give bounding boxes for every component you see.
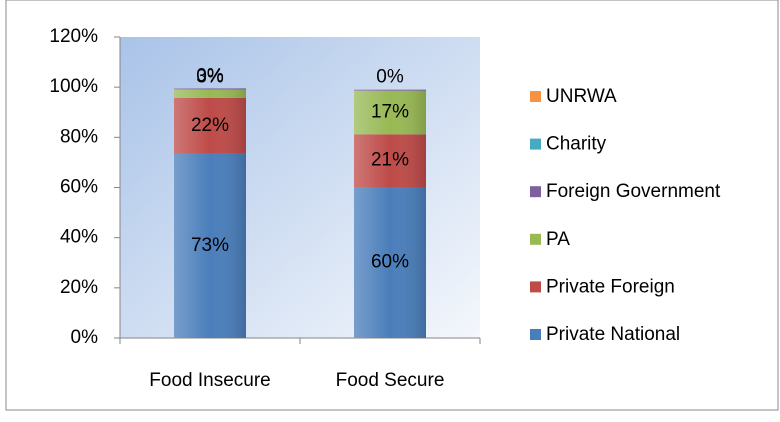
legend-label: Private National [546,324,680,345]
legend-swatch [530,138,541,150]
y-tick-label: 60% [60,177,98,198]
legend-label: Charity [546,134,607,155]
bar-shine [174,97,246,154]
data-label: 0% [376,67,404,88]
legend-swatch [530,186,541,198]
legend-label: PA [546,229,570,250]
data-label: 17% [371,102,409,123]
y-tick-label: 20% [60,277,98,298]
y-tick-label: 40% [60,227,98,248]
data-label: 3% [196,66,224,87]
y-tick-label: 100% [49,76,98,97]
data-label: 73% [191,235,229,256]
y-tick-label: 120% [49,26,98,47]
legend-swatch [530,329,541,340]
data-label: 22% [191,115,229,136]
legend-swatch [530,233,541,245]
y-tick-label: 0% [71,327,99,348]
bar-shine [354,89,426,91]
bar-shine [354,134,426,187]
legend-label: UNRWA [546,86,617,107]
bar-shine [174,89,246,98]
legend-swatch [530,281,541,293]
x-tick-label: Food Secure [336,370,445,391]
legend-label: Foreign Government [546,181,721,202]
bar-shine [174,153,246,338]
legend-label: Private Foreign [546,276,675,297]
legend-swatch [530,91,541,102]
bar-shine [354,186,426,338]
x-tick-label: Food Insecure [149,370,270,391]
bar-shine [174,88,246,90]
data-label: 0% [196,65,224,86]
data-label: 60% [371,252,409,273]
data-label: 21% [371,150,409,171]
bar-shine [354,90,426,135]
y-tick-label: 80% [60,126,98,147]
